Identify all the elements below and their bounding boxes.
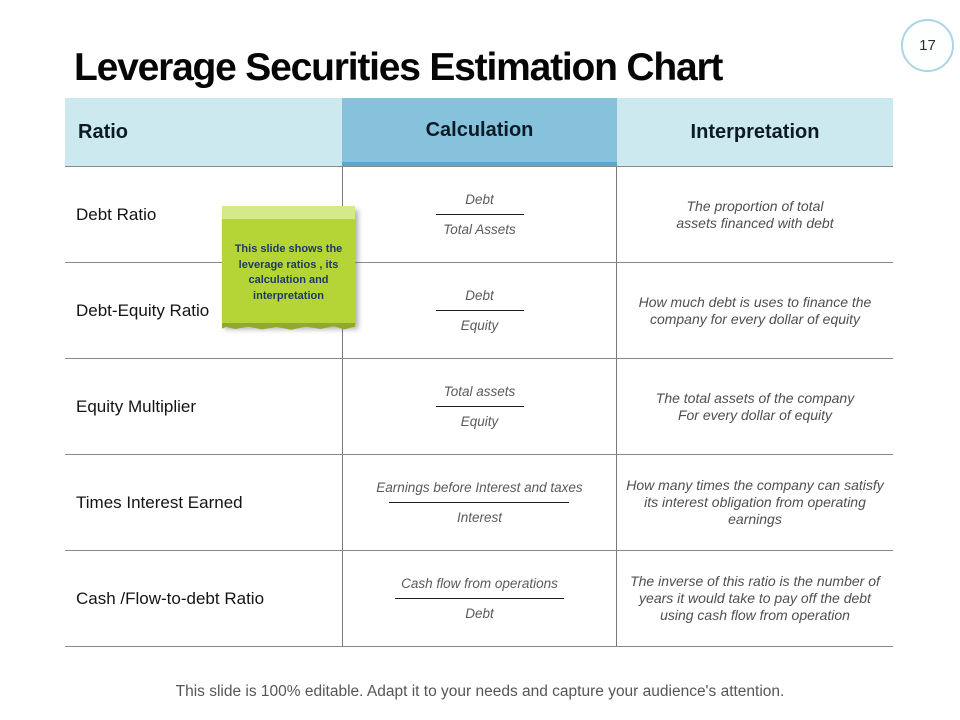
interpretation-line: The inverse of this ratio is the number … (630, 573, 880, 590)
sticky-note-text: This slide shows the leverage ratios , i… (222, 219, 355, 304)
ratio-table: Ratio Calculation Interpretation Debt Ra… (65, 98, 893, 647)
header-cell-interpretation: Interpretation (617, 98, 893, 166)
fraction-bar (435, 406, 524, 407)
fraction: Earnings before Interest and taxes Inter… (370, 480, 588, 525)
interpretation-line: The proportion of total (686, 197, 824, 214)
sticky-note-line: leverage ratios , its (238, 258, 339, 271)
sticky-note: This slide shows the leverage ratios , i… (222, 206, 355, 330)
ratio-label: Times Interest Earned (76, 492, 243, 512)
sticky-note-line: interpretation (253, 289, 324, 302)
sticky-note-line: calculation and (248, 274, 329, 287)
fraction-numerator: Total assets (443, 384, 516, 399)
interpretation-line: The total assets of the company (655, 389, 855, 406)
table-row: Equity Multiplier Total assets Equity Th… (65, 358, 893, 454)
sticky-note-line: This slide shows the (234, 243, 343, 255)
fraction-denominator: Interest (456, 510, 502, 525)
header-cell-ratio: Ratio (65, 98, 342, 166)
ratio-label: Debt Ratio (76, 204, 157, 224)
fraction-denominator: Debt (465, 606, 494, 621)
interpretation-line: earnings (728, 510, 782, 527)
calculation-cell: Total assets Equity (342, 359, 617, 454)
interpretation-cell: The inverse of this ratio is the number … (617, 551, 893, 646)
calculation-cell: Debt Equity (342, 263, 617, 358)
fraction-bar (389, 502, 570, 503)
interpretation-line: assets financed with debt (676, 214, 834, 231)
ratio-label: Debt-Equity Ratio (76, 300, 210, 320)
fraction-numerator: Cash flow from operations (401, 576, 558, 591)
fraction-bar (435, 310, 524, 311)
page-number-badge: 17 (901, 19, 954, 72)
fraction: Cash flow from operations Debt (395, 576, 564, 621)
fraction-numerator: Debt (465, 288, 494, 303)
calculation-cell: Debt Total Assets (342, 167, 617, 262)
interpretation-line: its interest obligation from operating (644, 494, 866, 511)
fraction-denominator: Equity (460, 318, 499, 333)
fraction: Debt Total Assets (435, 192, 524, 237)
header-cell-calculation: Calculation (342, 98, 617, 166)
sticky-note-top-strip (222, 206, 355, 219)
interpretation-line: How much debt is uses to finance the (638, 293, 872, 310)
table-row: Cash /Flow-to-debt Ratio Cash flow from … (65, 550, 893, 647)
fraction-denominator: Total Assets (443, 222, 516, 237)
fraction-denominator: Equity (460, 414, 499, 429)
page-title: Leverage Securities Estimation Chart (74, 46, 723, 90)
table-row: Times Interest Earned Earnings before In… (65, 454, 893, 550)
table-header-row: Ratio Calculation Interpretation (65, 98, 893, 166)
interpretation-cell: The total assets of the company For ever… (617, 359, 893, 454)
interpretation-cell: How much debt is uses to finance the com… (617, 263, 893, 358)
interpretation-line: company for every dollar of equity (649, 310, 861, 327)
fraction-bar (435, 214, 524, 215)
calculation-cell: Cash flow from operations Debt (342, 551, 617, 646)
sticky-note-torn-edge (222, 323, 355, 330)
calculation-cell: Earnings before Interest and taxes Inter… (342, 455, 617, 550)
fraction: Total assets Equity (435, 384, 524, 429)
fraction-numerator: Earnings before Interest and taxes (376, 480, 583, 495)
interpretation-line: For every dollar of equity (677, 406, 833, 423)
fraction-numerator: Debt (465, 192, 494, 207)
interpretation-line: years it would take to pay off the debt (639, 590, 871, 607)
interpretation-line: using cash flow from operation (660, 606, 850, 623)
page-number: 17 (919, 37, 936, 54)
slide-footer-text: This slide is 100% editable. Adapt it to… (175, 683, 785, 700)
fraction-bar (395, 598, 564, 599)
interpretation-cell: The proportion of total assets financed … (617, 167, 893, 262)
ratio-label: Equity Multiplier (76, 396, 196, 416)
table-row: Debt-Equity Ratio Debt Equity How much d… (65, 262, 893, 358)
table-row: Debt Ratio Debt Total Assets The proport… (65, 166, 893, 262)
interpretation-line: How many times the company can satisfy (626, 477, 884, 494)
ratio-label: Cash /Flow-to-debt Ratio (76, 588, 265, 608)
fraction: Debt Equity (435, 288, 524, 333)
interpretation-cell: How many times the company can satisfy i… (617, 455, 893, 550)
